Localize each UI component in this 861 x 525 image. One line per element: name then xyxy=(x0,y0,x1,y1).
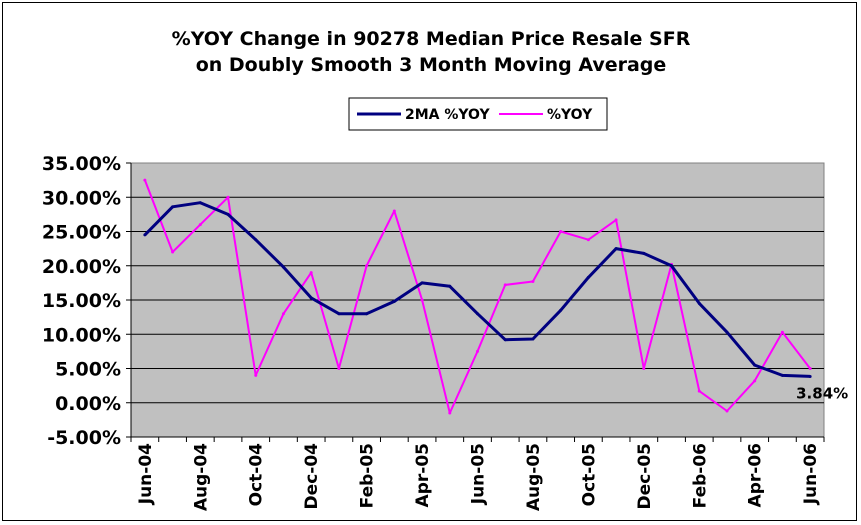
data-point-2ma-yoy xyxy=(725,330,729,334)
data-point-yoy xyxy=(143,178,147,182)
x-tick-label: Aug-05 xyxy=(524,443,544,511)
data-point-2ma-yoy xyxy=(476,312,479,316)
data-point-2ma-yoy xyxy=(586,275,590,279)
data-point-yoy xyxy=(420,298,424,302)
legend-label-yoy: %YOY xyxy=(547,107,593,123)
data-point-yoy xyxy=(780,330,784,334)
data-point-2ma-yoy xyxy=(337,312,341,316)
data-point-2ma-yoy xyxy=(365,312,369,316)
y-tick-label: 35.00% xyxy=(42,153,121,175)
legend-label-2ma-yoy: 2MA %YOY xyxy=(405,107,490,123)
data-point-yoy xyxy=(476,349,479,353)
x-tick-label: Jun-05 xyxy=(469,443,489,505)
x-axis: Jun-04 Aug-04 Oct-04 Dec-04 Feb-05 Apr-05 Jun-… xyxy=(130,437,825,511)
data-point-2ma-yoy xyxy=(309,296,313,300)
x-tick-label: Jun-04 xyxy=(136,443,156,505)
x-tick-label: Dec-04 xyxy=(302,443,322,510)
data-point-yoy xyxy=(808,367,812,370)
data-point-yoy xyxy=(392,209,396,213)
data-point-yoy xyxy=(642,367,646,370)
line-chart: %YOY Change in 90278 Median Price Resale… xyxy=(42,28,848,511)
x-tick-label: Apr-06 xyxy=(746,443,766,507)
y-tick-label: 10.00% xyxy=(42,324,121,346)
data-point-yoy xyxy=(309,271,313,275)
data-point-yoy xyxy=(697,389,701,393)
x-tick-label: Oct-04 xyxy=(247,443,267,507)
y-tick-label: 0.00% xyxy=(55,393,121,415)
chart-subtitle: on Doubly Smooth 3 Month Moving Average xyxy=(196,54,667,76)
data-point-yoy xyxy=(753,379,757,383)
data-point-yoy xyxy=(448,411,452,415)
y-tick-label: -5.00% xyxy=(47,427,121,449)
data-point-2ma-yoy xyxy=(559,308,563,312)
data-point-2ma-yoy xyxy=(670,264,674,268)
data-point-yoy xyxy=(198,223,202,227)
data-point-2ma-yoy xyxy=(697,301,701,305)
data-point-2ma-yoy xyxy=(281,265,285,269)
data-point-2ma-yoy xyxy=(753,363,757,367)
x-tick-label: Feb-06 xyxy=(690,443,710,508)
x-tick-label: Aug-04 xyxy=(191,443,211,511)
data-point-yoy xyxy=(559,230,563,233)
data-point-yoy xyxy=(531,280,535,284)
data-point-2ma-yoy xyxy=(392,299,396,303)
data-point-2ma-yoy xyxy=(171,205,175,209)
y-tick-label: 30.00% xyxy=(42,187,121,209)
data-point-2ma-yoy xyxy=(531,337,535,341)
data-point-yoy xyxy=(365,264,369,268)
y-tick-label: 5.00% xyxy=(55,359,121,381)
x-tick-label: Oct-05 xyxy=(579,443,599,506)
y-axis: 35.00% 30.00% 25.00% 20.00% 15.00% 10.00% 5.00… xyxy=(42,153,824,449)
y-tick-label: 20.00% xyxy=(42,256,121,278)
data-point-2ma-yoy xyxy=(143,233,147,237)
data-point-2ma-yoy xyxy=(198,201,202,205)
data-point-2ma-yoy xyxy=(254,238,258,242)
data-point-2ma-yoy xyxy=(642,251,646,255)
series-layer xyxy=(143,178,812,415)
data-point-yoy xyxy=(725,409,729,413)
data-point-yoy xyxy=(337,367,341,370)
data-point-yoy xyxy=(281,312,285,316)
x-tick-label: Dec-05 xyxy=(635,443,655,509)
y-tick-label: 15.00% xyxy=(42,290,121,312)
data-point-yoy xyxy=(226,195,230,199)
data-point-yoy xyxy=(614,218,618,222)
data-point-yoy xyxy=(586,238,590,242)
gridlines xyxy=(131,196,824,404)
data-point-2ma-yoy xyxy=(503,338,507,342)
data-point-2ma-yoy xyxy=(614,247,618,251)
data-point-2ma-yoy xyxy=(780,373,784,377)
x-tick-label: Apr-05 xyxy=(413,443,433,507)
data-point-2ma-yoy xyxy=(448,284,452,288)
x-tick-label: Jun-06 xyxy=(801,443,821,505)
data-point-2ma-yoy xyxy=(420,281,424,285)
chart-title: %YOY Change in 90278 Median Price Resale… xyxy=(172,28,691,50)
x-tick-label: Feb-05 xyxy=(358,443,378,508)
data-point-yoy xyxy=(503,283,507,287)
data-point-yoy xyxy=(171,250,175,254)
data-point-2ma-yoy xyxy=(226,212,230,216)
y-tick-label: 25.00% xyxy=(42,222,121,244)
legend: 2MA %YOY %YOY xyxy=(348,97,608,131)
data-point-yoy xyxy=(254,373,258,377)
data-label-last-2ma: 3.84% xyxy=(796,384,848,402)
data-point-2ma-yoy xyxy=(808,374,812,378)
